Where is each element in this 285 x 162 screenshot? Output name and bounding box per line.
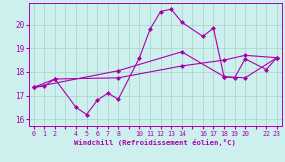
X-axis label: Windchill (Refroidissement éolien,°C): Windchill (Refroidissement éolien,°C) bbox=[74, 139, 236, 146]
